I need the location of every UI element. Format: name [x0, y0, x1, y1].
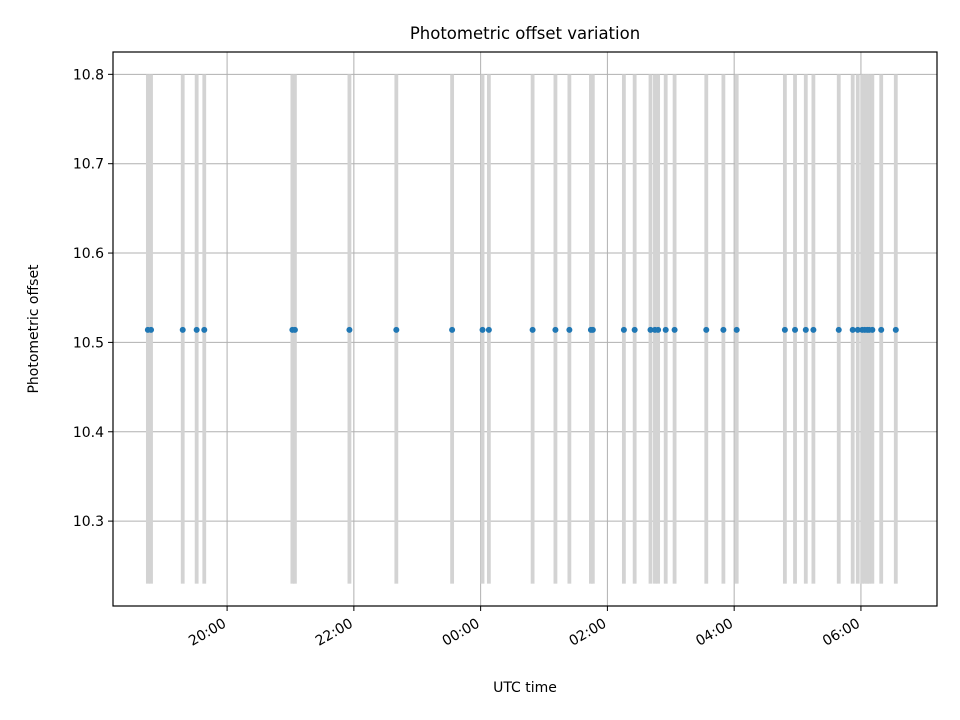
data-point	[346, 326, 353, 333]
data-point	[703, 326, 710, 333]
data-point	[878, 326, 885, 333]
data-point	[529, 326, 536, 333]
data-point	[620, 326, 627, 333]
data-point	[802, 326, 809, 333]
data-point	[589, 326, 596, 333]
data-point	[179, 326, 186, 333]
data-point	[201, 326, 208, 333]
data-point	[552, 326, 559, 333]
y-tick-label: 10.5	[73, 335, 104, 351]
data-point	[148, 326, 155, 333]
data-point	[892, 326, 899, 333]
data-point	[869, 326, 876, 333]
data-point	[449, 326, 456, 333]
data-point	[631, 326, 638, 333]
data-point	[854, 326, 861, 333]
data-point	[193, 326, 200, 333]
data-point	[291, 326, 298, 333]
plot-frame	[112, 51, 938, 607]
data-point	[485, 326, 492, 333]
data-point	[835, 326, 842, 333]
y-tick-label: 10.6	[73, 246, 104, 262]
data-point	[566, 326, 573, 333]
data-point	[810, 326, 817, 333]
x-axis-label: UTC time	[493, 680, 557, 696]
data-point	[662, 326, 669, 333]
data-point	[393, 326, 400, 333]
y-tick-label: 10.8	[73, 67, 104, 83]
chart-title: Photometric offset variation	[410, 24, 640, 43]
data-series	[144, 326, 899, 333]
y-axis-label: Photometric offset	[26, 264, 42, 394]
data-point	[647, 326, 654, 333]
data-point	[781, 326, 788, 333]
data-point	[720, 326, 727, 333]
data-point	[655, 326, 662, 333]
y-tick-label: 10.4	[73, 425, 104, 441]
data-point	[792, 326, 799, 333]
y-tick-label: 10.3	[73, 514, 104, 530]
data-point	[849, 326, 856, 333]
data-point	[479, 326, 486, 333]
y-axis-ticks: 10.3 10.4 10.5 10.6 10.7 10.8	[73, 67, 113, 530]
y-tick-label: 10.7	[73, 157, 104, 173]
data-point	[733, 326, 740, 333]
data-point	[671, 326, 678, 333]
